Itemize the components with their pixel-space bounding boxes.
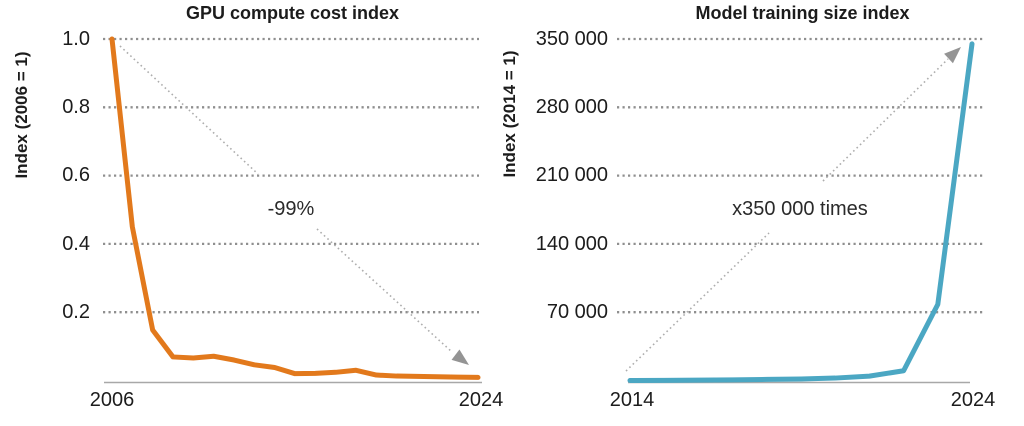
right-y-tick-280000: 280 000 (535, 96, 608, 118)
left-chart-title: GPU compute cost index (185, 3, 400, 23)
right-y-tick-140000: 140 000 (535, 233, 608, 255)
left-annotation-minus-99-percent: -99% (267, 198, 315, 220)
right-annotation-x350000-times: x350 000 times (732, 198, 868, 220)
right-x-tick-2024: 2024 (950, 389, 996, 411)
right-y-tick-210000: 210 000 (535, 164, 608, 186)
right-x-tick-2014: 2014 (609, 389, 655, 411)
right-y-tick-70000: 70 000 (546, 301, 608, 323)
left-y-tick-0.4: 0.4 (62, 233, 90, 255)
left-x-tick-2006: 2006 (89, 389, 135, 411)
left-x-tick-2024: 2024 (458, 389, 504, 411)
right-y-tick-350000: 350 000 (535, 28, 608, 50)
left-y-tick-0.6: 0.6 (62, 164, 90, 186)
left-y-tick-0.8: 0.8 (62, 96, 90, 118)
left-y-tick-0.2: 0.2 (62, 301, 90, 323)
left-y-tick-1.0: 1.0 (62, 28, 90, 50)
right-chart-title: Model training size index (695, 3, 910, 23)
